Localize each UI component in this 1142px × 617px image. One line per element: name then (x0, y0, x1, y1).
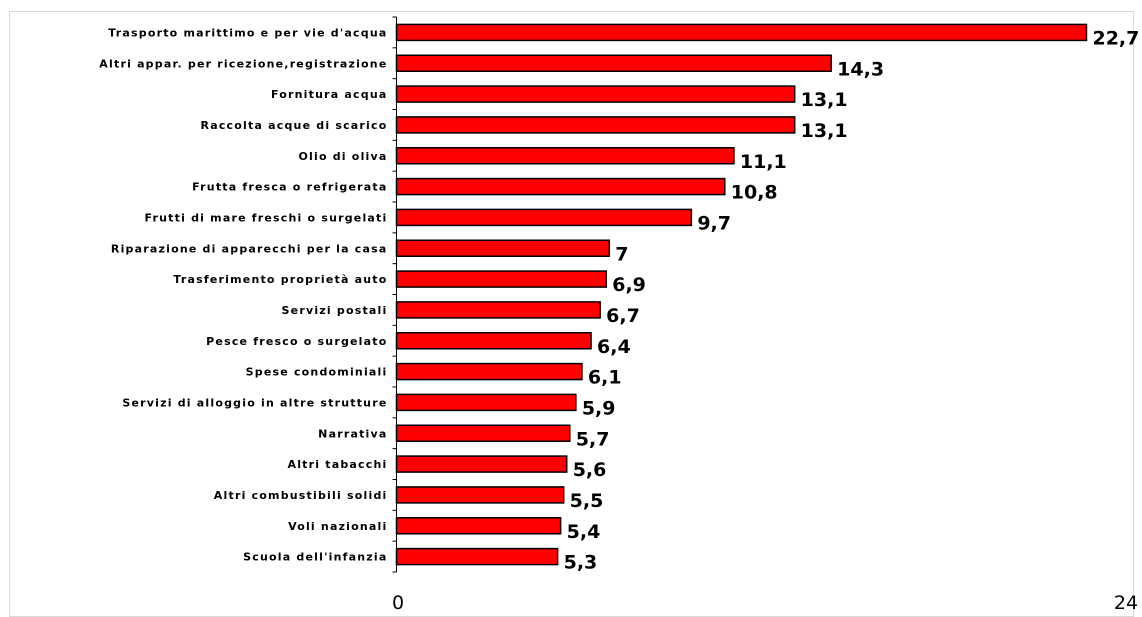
category-label: Spese condominiali (246, 366, 388, 379)
bar (395, 116, 796, 134)
category-label: Pesce fresco o surgelato (206, 335, 387, 348)
category-label: Frutta fresca o refrigerata (192, 181, 387, 194)
category-label: Altri combustibili solidi (214, 489, 388, 502)
category-labels: Trasporto marittimo e per vie d'acqua Alt… (99, 26, 388, 564)
bar (395, 393, 577, 412)
data-label: 7 (615, 243, 628, 265)
bar (395, 517, 562, 535)
data-label: 6,4 (597, 336, 631, 358)
data-label: 5,6 (573, 459, 607, 481)
category-label: Servizi di alloggio in altre strutture (122, 396, 387, 409)
data-label: 5,3 (564, 552, 598, 574)
bar (395, 239, 611, 257)
data-label: 9,7 (697, 212, 731, 234)
category-label: Trasferimento proprietà auto (173, 273, 387, 286)
category-label: Narrativa (318, 427, 387, 440)
data-label: 6,7 (606, 305, 640, 327)
bar (395, 270, 607, 288)
bars-group (395, 23, 1088, 566)
data-label: 5,9 (582, 397, 616, 419)
bar (395, 23, 1088, 42)
data-label: 22,7 (1092, 27, 1139, 49)
data-label: 13,1 (801, 120, 848, 142)
data-label: 11,1 (740, 151, 787, 173)
bar (395, 424, 571, 442)
data-label: 5,7 (576, 428, 610, 450)
category-label: Fornitura acqua (271, 88, 388, 101)
data-label: 14,3 (837, 58, 884, 80)
category-label: Scuola dell'infanzia (243, 551, 387, 564)
bar (395, 85, 796, 103)
category-label: Voli nazionali (288, 520, 387, 533)
category-axis-ticks (392, 16, 397, 573)
category-label: Trasporto marittimo e per vie d'acqua (108, 26, 387, 39)
x-tick-label-min: 0 (392, 592, 404, 614)
data-label: 13,1 (801, 89, 848, 111)
category-label: Riparazione di apparecchi per la casa (111, 242, 388, 255)
category-label: Altri appar. per ricezione,registrazione (99, 57, 387, 70)
x-tick-label-max: 24 (1114, 592, 1138, 614)
data-label: 5,5 (570, 490, 604, 512)
data-label: 6,1 (588, 367, 622, 389)
bar (395, 455, 568, 473)
category-label: Frutti di mare freschi o surgelati (145, 211, 388, 224)
bar (395, 547, 559, 566)
bar (395, 332, 592, 350)
bar (395, 486, 565, 504)
bar (395, 301, 601, 319)
bar (395, 147, 735, 165)
data-label: 10,8 (731, 182, 778, 204)
bar (395, 362, 583, 381)
bar (395, 177, 726, 196)
bar (395, 54, 832, 72)
category-label: Olio di oliva (298, 150, 387, 163)
data-label: 6,9 (612, 274, 646, 296)
data-label: 5,4 (567, 521, 601, 543)
category-label: Altri tabacchi (288, 458, 388, 471)
value-labels: 22,7 14,3 13,1 13,1 11,1 10,89,7 7 6,9 6,7 6,4 6,1… (564, 27, 1140, 573)
category-label: Raccolta acque di scarico (201, 119, 388, 132)
category-label: Servizi postali (282, 304, 388, 317)
bar (395, 208, 693, 227)
